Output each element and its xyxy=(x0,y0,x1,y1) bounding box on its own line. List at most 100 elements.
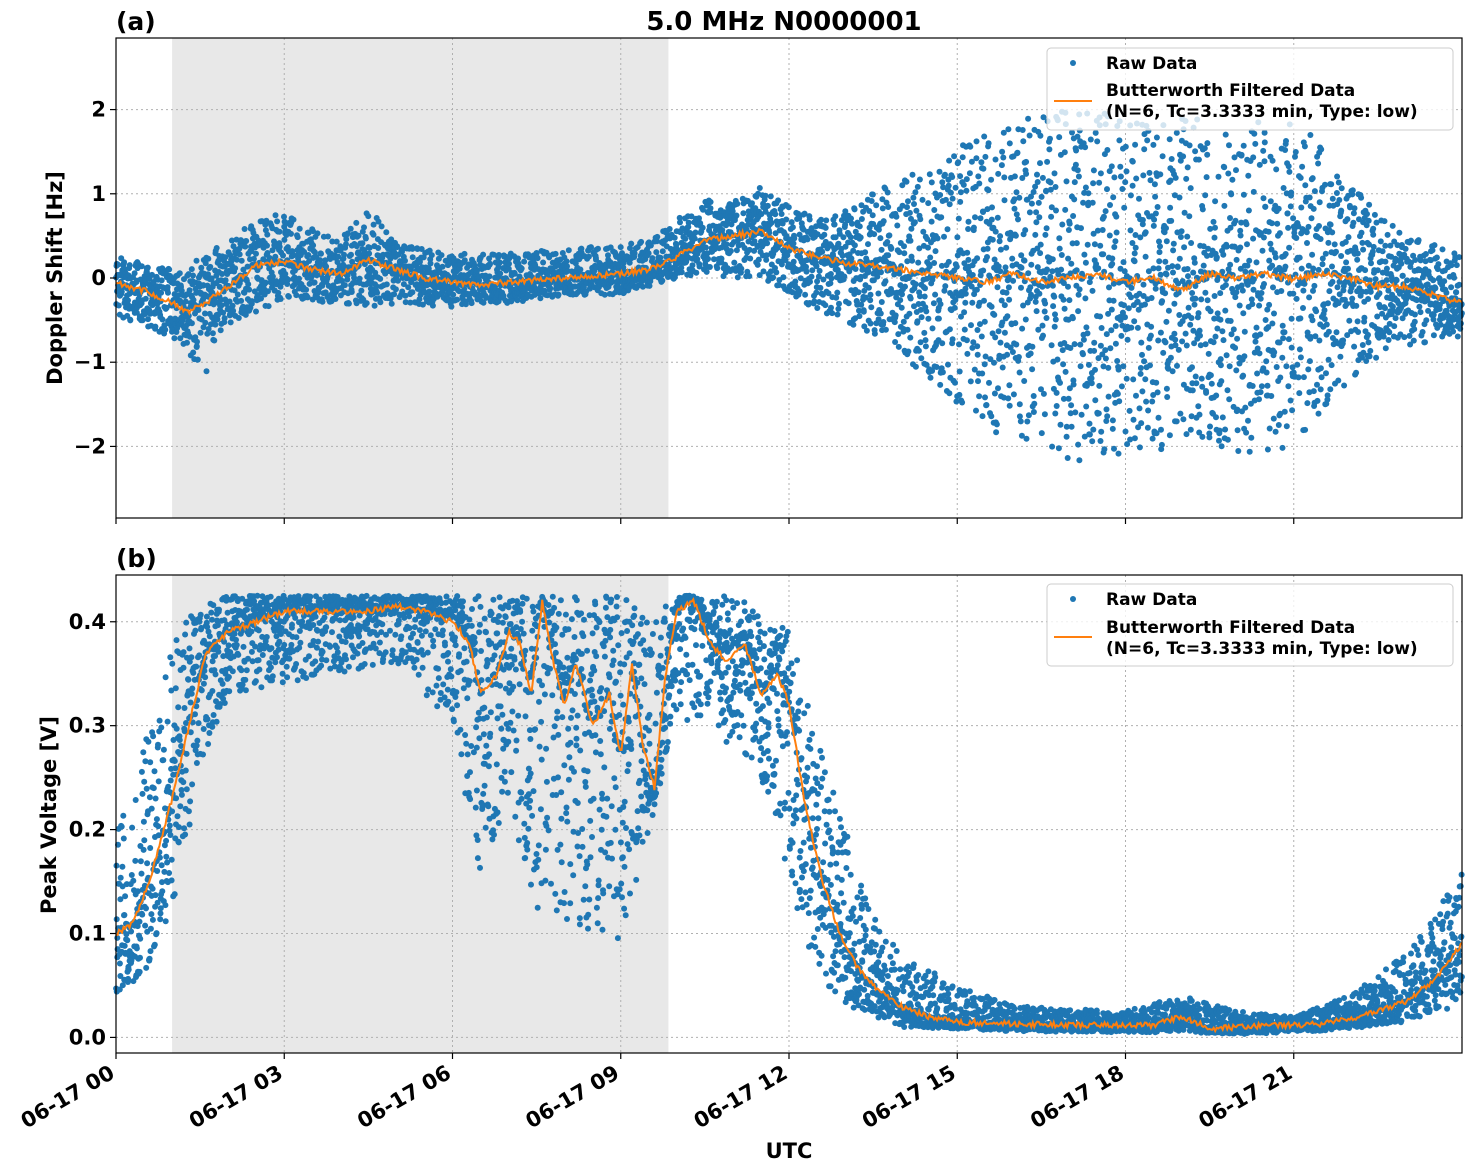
raw-data-point xyxy=(772,211,779,218)
raw-data-point xyxy=(1181,244,1188,251)
raw-data-point xyxy=(1030,393,1037,399)
raw-data-point xyxy=(1048,342,1055,349)
raw-data-point xyxy=(1126,407,1133,414)
raw-data-point xyxy=(438,252,445,259)
raw-data-point xyxy=(1285,383,1292,390)
raw-data-point xyxy=(1160,349,1167,356)
raw-data-point xyxy=(1142,253,1149,260)
raw-data-point xyxy=(1109,255,1116,262)
raw-data-point xyxy=(802,291,809,298)
raw-data-point xyxy=(1220,251,1227,258)
raw-data-point xyxy=(1222,282,1229,288)
raw-data-point xyxy=(878,246,885,253)
raw-data-point xyxy=(185,312,192,319)
raw-data-point xyxy=(356,275,363,282)
raw-data-point xyxy=(1351,205,1358,212)
raw-data-point xyxy=(814,305,821,311)
raw-data-point xyxy=(964,350,971,357)
raw-data-point xyxy=(1243,221,1250,228)
raw-data-point xyxy=(1156,249,1163,256)
raw-data-point xyxy=(831,221,838,228)
raw-data-point xyxy=(993,421,1000,428)
raw-data-point xyxy=(373,283,380,290)
raw-data-point xyxy=(1315,266,1322,273)
raw-data-point xyxy=(1325,328,1332,335)
raw-data-point xyxy=(1158,426,1164,433)
raw-data-point xyxy=(1028,261,1035,268)
raw-data-point xyxy=(1021,257,1028,264)
raw-data-point xyxy=(768,219,775,226)
raw-data-point xyxy=(1080,336,1087,343)
raw-data-point xyxy=(198,264,205,271)
raw-data-point xyxy=(1304,240,1310,246)
raw-data-point xyxy=(142,295,149,302)
raw-data-point xyxy=(1258,383,1265,390)
raw-data-point xyxy=(1323,321,1330,328)
raw-data-point xyxy=(1229,176,1236,183)
raw-data-point xyxy=(1207,423,1213,430)
raw-data-point xyxy=(988,176,995,183)
raw-data-point xyxy=(343,241,349,248)
raw-data-point xyxy=(1044,158,1051,165)
raw-data-point xyxy=(1065,395,1072,402)
raw-data-point xyxy=(1129,158,1136,165)
raw-data-point xyxy=(1322,181,1328,188)
raw-data-point xyxy=(1167,177,1174,184)
raw-data-point xyxy=(1103,331,1110,338)
raw-data-point xyxy=(1346,317,1353,324)
raw-data-point xyxy=(882,326,889,333)
raw-data-point xyxy=(310,242,317,249)
raw-data-point xyxy=(1171,300,1178,307)
raw-data-point xyxy=(845,300,852,307)
raw-data-point xyxy=(1012,232,1019,239)
raw-data-point xyxy=(997,246,1004,253)
raw-data-point xyxy=(1166,136,1173,143)
raw-data-point xyxy=(892,312,899,319)
raw-data-point xyxy=(358,287,365,294)
raw-data-point xyxy=(1267,240,1274,247)
raw-data-point xyxy=(348,251,354,258)
raw-data-point xyxy=(361,261,368,268)
raw-data-point xyxy=(992,228,999,235)
raw-data-point xyxy=(996,238,1003,245)
raw-data-point xyxy=(925,244,931,251)
raw-data-point xyxy=(1085,190,1092,197)
raw-data-point xyxy=(762,192,769,199)
raw-data-point xyxy=(126,262,133,269)
raw-data-point xyxy=(359,240,366,247)
raw-data-point xyxy=(1061,149,1068,156)
raw-data-point xyxy=(1217,362,1224,369)
raw-data-point xyxy=(1270,284,1276,291)
raw-data-point xyxy=(691,235,698,242)
raw-data-point xyxy=(496,259,503,266)
raw-data-point xyxy=(234,291,241,298)
raw-data-point xyxy=(867,320,874,327)
raw-data-point xyxy=(1018,264,1025,271)
raw-data-point xyxy=(1309,175,1316,182)
raw-data-point xyxy=(1318,146,1325,153)
raw-data-point xyxy=(1105,364,1112,371)
raw-data-point xyxy=(1174,264,1181,270)
raw-data-point xyxy=(657,254,664,261)
raw-data-point xyxy=(1099,227,1106,233)
raw-data-point xyxy=(1294,361,1301,368)
raw-data-point xyxy=(1300,305,1306,311)
raw-data-point xyxy=(1016,369,1023,376)
raw-data-point xyxy=(919,196,926,203)
raw-data-point xyxy=(939,179,946,186)
raw-data-point xyxy=(197,329,204,336)
raw-data-point xyxy=(1184,233,1191,240)
raw-data-point xyxy=(265,303,272,310)
raw-data-point xyxy=(1183,342,1190,349)
raw-data-point xyxy=(965,256,972,263)
raw-data-point xyxy=(892,339,899,345)
raw-data-point xyxy=(1285,336,1292,343)
raw-data-point xyxy=(1101,446,1108,453)
raw-data-point xyxy=(1087,136,1094,143)
raw-data-point xyxy=(1128,324,1135,331)
raw-data-point xyxy=(1377,238,1384,245)
raw-data-point xyxy=(1345,265,1351,272)
raw-data-point xyxy=(974,255,981,262)
raw-data-point xyxy=(1240,142,1247,149)
raw-data-point xyxy=(1016,413,1023,420)
